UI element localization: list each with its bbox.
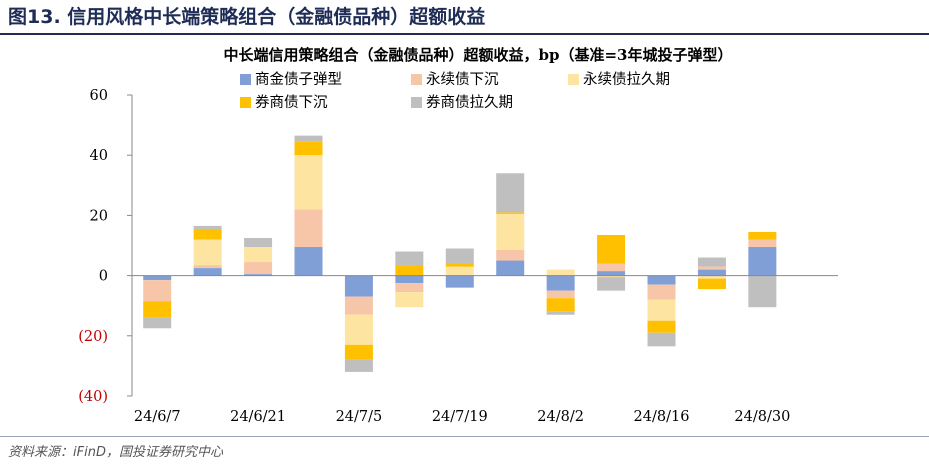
bar-24-6-14-s5: [193, 225, 222, 229]
bar-24-6-7-s5: [143, 317, 172, 329]
bar-24-7-26-s2: [496, 250, 525, 261]
bar-24-6-14-s1: [193, 268, 222, 276]
stacked-bar-chart: 中长端信用策略组合（金融债品种）超额收益，bp（基准=3年城投子弹型） 商金债子弹…: [78, 46, 838, 425]
bar-24-7-12-s3: [395, 292, 424, 308]
legend-swatch-3: [568, 74, 579, 85]
title-rule: [0, 33, 929, 35]
bar-24-8-16-s4: [647, 320, 676, 333]
bar-24-7-19-s3: [445, 266, 474, 276]
bar-24-8-30-s4: [748, 231, 777, 240]
bar-24-8-23-s5: [697, 257, 726, 267]
y-tick-label: 20: [90, 208, 108, 224]
bar-24-7-5-s3: [344, 314, 373, 345]
bar-24-8-2-s1: [546, 275, 575, 291]
bar-24-6-28-s1: [294, 247, 323, 276]
bar-24-7-5-s4: [344, 344, 373, 360]
bar-24-6-7-s2: [143, 280, 172, 302]
bar-24-8-23-s2: [697, 266, 726, 270]
bar-24-6-21-s2: [244, 262, 273, 275]
bar-24-8-30-s1: [748, 247, 777, 276]
bar-24-6-21-s3: [244, 247, 273, 263]
legend-swatch-4: [240, 97, 251, 108]
y-tick-label: (20): [78, 329, 108, 345]
x-tick-label: 24/6/21: [230, 409, 286, 425]
x-tick-label: 24/8/2: [537, 409, 584, 425]
legend-label-3: 永续债拉久期: [583, 71, 670, 88]
bar-24-6-14-s2: [193, 265, 222, 269]
bar-24-8-16-s3: [647, 299, 676, 321]
legend-swatch-2: [411, 74, 422, 85]
bar-24-6-28-s4: [294, 141, 323, 156]
bar-24-6-14-s4: [193, 228, 222, 240]
bar-24-7-19-s1: [445, 275, 474, 288]
bar-24-8-2-s3: [546, 269, 575, 276]
bar-24-8-16-s1: [647, 275, 676, 285]
bar-24-8-23-s1: [697, 269, 726, 276]
bar-24-7-26-s1: [496, 260, 525, 276]
x-tick-label: 24/8/30: [734, 409, 790, 425]
bar-24-8-9-s5: [597, 277, 626, 291]
bar-24-7-5-s5: [344, 359, 373, 372]
bar-24-6-7-s1: [143, 275, 172, 281]
x-tick-label: 24/8/16: [634, 409, 690, 425]
bar-24-8-23-s4: [697, 278, 726, 290]
bar-24-7-12-s4: [395, 265, 424, 276]
bar-24-6-21-s5: [244, 237, 273, 248]
legend-label-1: 商金债子弹型: [255, 71, 342, 88]
bar-24-7-19-s4: [445, 263, 474, 267]
bar-24-8-30-s5: [748, 275, 777, 308]
bar-24-7-26-s5: [496, 173, 525, 213]
y-tick-label: 60: [90, 88, 108, 104]
legend-swatch-1: [240, 74, 251, 85]
figure-title: 图13. 信用风格中长端策略组合（金融债品种）超额收益: [8, 6, 486, 28]
bar-24-6-28-s5: [294, 135, 323, 142]
y-tick-label: 0: [99, 269, 108, 285]
legend-label-5: 券商债拉久期: [426, 94, 513, 111]
bar-24-6-28-s2: [294, 209, 323, 248]
x-tick-label: 24/6/7: [134, 409, 181, 425]
source-note: 资料来源：iFinD，国投证券研究中心: [8, 445, 223, 460]
bar-24-7-12-s1: [395, 275, 424, 284]
bar-24-8-2-s5: [546, 311, 575, 315]
y-tick-label: 40: [90, 148, 108, 164]
bar-24-7-12-s2: [395, 283, 424, 293]
y-tick-label: (40): [78, 389, 108, 405]
bar-24-8-16-s2: [647, 284, 676, 300]
footer-rule: [0, 436, 929, 437]
bar-24-6-7-s4: [143, 301, 172, 318]
bar-24-6-21-s1: [244, 274, 273, 276]
legend-label-2: 永续债下沉: [426, 71, 499, 88]
bar-24-8-9-s1: [597, 271, 626, 276]
legend-label-4: 券商债下沉: [255, 94, 328, 111]
bar-24-6-14-s3: [193, 239, 222, 266]
bar-24-8-9-s3: [597, 275, 626, 278]
bar-24-8-9-s4: [597, 234, 626, 264]
x-tick-label: 24/7/19: [432, 409, 488, 425]
bar-24-7-26-s4: [496, 212, 525, 214]
x-tick-label: 24/7/5: [336, 409, 383, 425]
chart-title: 中长端信用策略组合（金融债品种）超额收益，bp（基准=3年城投子弹型）: [224, 46, 733, 64]
bar-24-8-30-s2: [748, 239, 777, 248]
bar-24-7-19-s5: [445, 248, 474, 264]
bar-24-7-12-s5: [395, 251, 424, 266]
bar-24-7-5-s1: [344, 275, 373, 297]
bar-24-8-16-s5: [647, 332, 676, 347]
legend-swatch-5: [411, 97, 422, 108]
bar-24-7-26-s3: [496, 213, 525, 251]
bar-24-8-23-s3: [697, 275, 726, 279]
bar-24-8-2-s4: [546, 298, 575, 312]
bar-24-6-28-s3: [294, 155, 323, 210]
bar-24-8-9-s2: [597, 263, 626, 272]
bar-24-8-2-s2: [546, 290, 575, 299]
bar-24-7-5-s2: [344, 296, 373, 315]
